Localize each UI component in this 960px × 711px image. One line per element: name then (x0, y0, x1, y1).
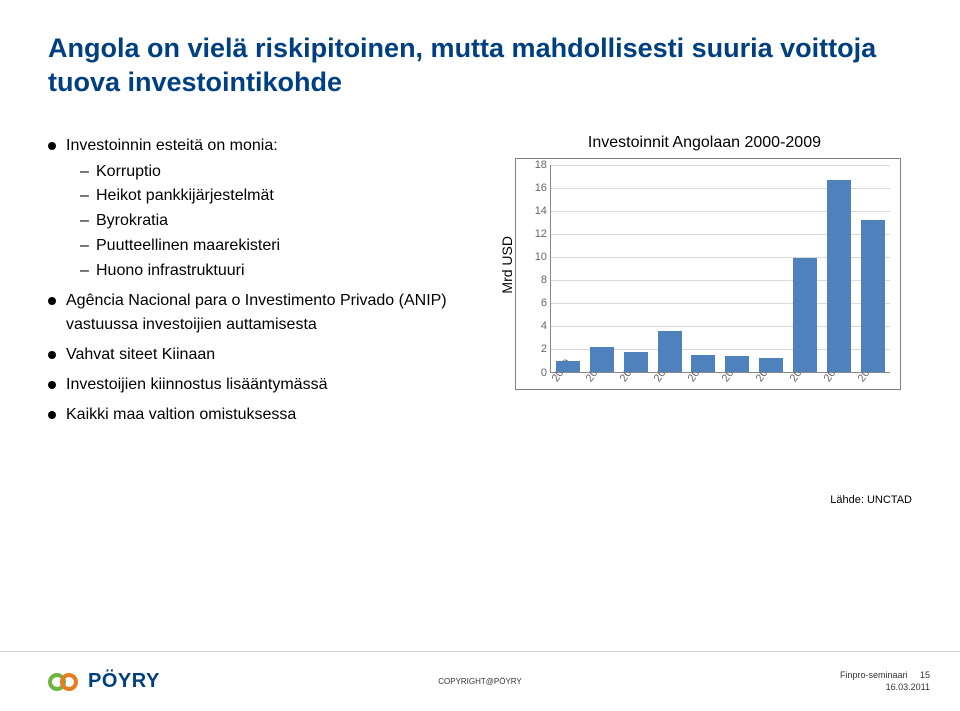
bar-chart: 024681012141618 (550, 165, 890, 373)
bar (658, 331, 682, 371)
bar (590, 347, 614, 371)
sub-bullet-list: KorruptioHeikot pankkijärjestelmätByrokr… (66, 160, 473, 284)
bullet-list: Investoinnin esteitä on monia: Korruptio… (48, 134, 473, 428)
bullet-text: Agência Nacional para o Investimento Pri… (66, 292, 447, 333)
bullet-text: Vahvat siteet Kiinaan (66, 346, 215, 363)
copyright: COPYRIGHT@PÖYRY (438, 677, 522, 686)
bar (759, 358, 783, 372)
slide: Angola on vielä riskipitoinen, mutta mah… (0, 0, 960, 711)
y-tick-label: 10 (523, 251, 547, 263)
source-label: Lähde: UNCTAD (830, 494, 912, 506)
bullet-item: Agência Nacional para o Investimento Pri… (48, 289, 473, 337)
brand-name: PÖYRY (88, 670, 160, 693)
page-number: 15 (920, 670, 930, 682)
y-tick-label: 4 (523, 320, 547, 332)
page-title: Angola on vielä riskipitoinen, mutta mah… (48, 32, 912, 100)
bullet-text: Investoijien kiinnostus lisääntymässä (66, 376, 327, 393)
chart-wrap: Mrd USD 024681012141618 2000200120022003… (497, 158, 912, 390)
title-line-2: tuova investointikohde (48, 67, 342, 97)
sub-bullet-item: Korruptio (66, 160, 473, 185)
y-tick-label: 8 (523, 274, 547, 286)
content-columns: Investoinnin esteitä on monia: Korruptio… (48, 134, 912, 434)
y-tick-label: 2 (523, 343, 547, 355)
sub-bullet-item: Huono infrastruktuuri (66, 259, 473, 284)
y-tick-label: 0 (523, 367, 547, 379)
event-date: 16.03.2011 (886, 682, 930, 692)
right-column: Investoinnit Angolaan 2000-2009 Mrd USD … (497, 134, 912, 434)
logo: PÖYRY (48, 670, 160, 693)
left-column: Investoinnin esteitä on monia: Korruptio… (48, 134, 473, 434)
bar (691, 355, 715, 371)
sub-bullet-item: Puutteellinen maarekisteri (66, 234, 473, 259)
title-line-1: Angola on vielä riskipitoinen, mutta mah… (48, 33, 876, 63)
bullet-text: Investoinnin esteitä on monia: (66, 137, 278, 154)
bullet-item: Kaikki maa valtion omistuksessa (48, 403, 473, 427)
bars-container (551, 165, 890, 372)
footer-right: Finpro-seminaari 15 16.03.2011 (840, 670, 930, 693)
bar (827, 180, 851, 372)
event-name: Finpro-seminaari (840, 670, 908, 680)
bullet-item: Investoijien kiinnostus lisääntymässä (48, 373, 473, 397)
bullet-text: Kaikki maa valtion omistuksessa (66, 406, 296, 423)
sub-bullet-item: Byrokratia (66, 209, 473, 234)
bullet-item: Vahvat siteet Kiinaan (48, 343, 473, 367)
bar (725, 356, 749, 371)
chart-box: 024681012141618 200020012002200320042005… (515, 158, 901, 390)
x-ticks: 2000200120022003200420052006200720082009 (550, 375, 890, 387)
footer: PÖYRY COPYRIGHT@PÖYRY Finpro-seminaari 1… (0, 651, 960, 711)
y-axis-label: Mrd USD (497, 236, 515, 294)
bar (556, 361, 580, 371)
chart-title: Investoinnit Angolaan 2000-2009 (497, 134, 912, 152)
y-tick-label: 6 (523, 297, 547, 309)
y-tick-label: 14 (523, 205, 547, 217)
bullet-item: Investoinnin esteitä on monia: Korruptio… (48, 134, 473, 284)
bar (793, 258, 817, 371)
logo-rings-icon (48, 673, 82, 691)
y-tick-label: 18 (523, 159, 547, 171)
bar (861, 220, 885, 371)
y-tick-label: 16 (523, 182, 547, 194)
logo-ring (60, 673, 78, 691)
sub-bullet-item: Heikot pankkijärjestelmät (66, 184, 473, 209)
bar (624, 352, 648, 372)
y-tick-label: 12 (523, 228, 547, 240)
